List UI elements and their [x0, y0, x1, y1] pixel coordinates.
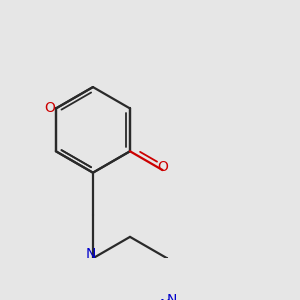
Text: N: N [85, 247, 96, 261]
Text: N: N [160, 298, 170, 300]
Text: O: O [157, 160, 168, 174]
Text: N: N [167, 293, 177, 300]
Text: O: O [44, 101, 56, 116]
